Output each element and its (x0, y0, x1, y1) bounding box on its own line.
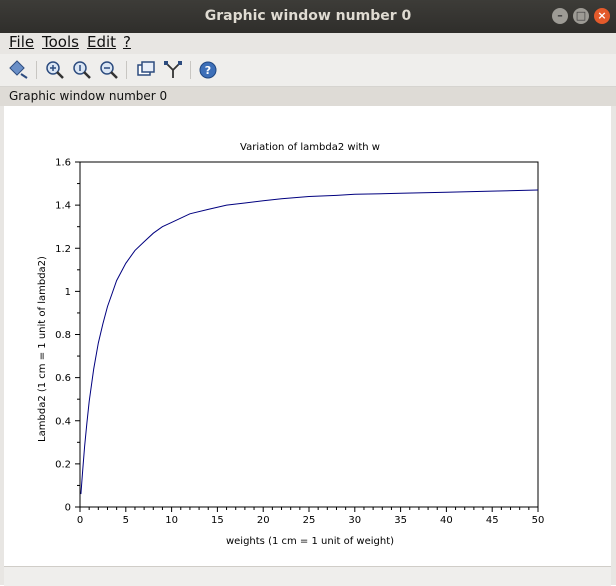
info-text: Graphic window number 0 (9, 89, 168, 103)
menu-file[interactable]: File (9, 33, 35, 51)
help-icon[interactable]: ? (197, 59, 219, 81)
toolbar-separator (36, 61, 37, 79)
edit-axes-icon[interactable] (162, 59, 184, 81)
menu-help[interactable]: ? (123, 33, 131, 51)
y-tick-label: 0.6 (55, 373, 71, 384)
toolbar-separator (190, 61, 191, 79)
y-tick-label: 1.2 (55, 244, 71, 255)
y-tick-label: 1.6 (55, 158, 71, 169)
y-tick-label: 0.4 (55, 416, 71, 427)
x-tick-label: 35 (394, 515, 407, 526)
series-line (80, 189, 539, 495)
title-bar: Graphic window number 0 – □ × (0, 0, 616, 33)
x-tick-label: 10 (165, 515, 178, 526)
menu-bar: File Tools Edit ? (0, 33, 616, 54)
window-frame-right (611, 106, 616, 585)
zoom-in-icon[interactable] (44, 59, 66, 81)
x-tick-label: 15 (211, 515, 224, 526)
y-tick-label: 1 (65, 287, 71, 298)
zoom-original-icon[interactable] (71, 59, 93, 81)
x-tick-label: 50 (532, 515, 545, 526)
y-tick-label: 0 (65, 503, 71, 514)
x-tick-label: 45 (486, 515, 499, 526)
x-tick-label: 5 (123, 515, 129, 526)
graphic-canvas[interactable]: Variation of lambda2 with w 0 5 10 15 20 25 30… (4, 106, 611, 563)
zoom-out-icon[interactable] (98, 59, 120, 81)
status-bar (4, 566, 611, 586)
y-axis-label: Lambda2 (1 cm = 1 unit of lambda2) (37, 256, 48, 442)
menu-tools[interactable]: Tools (42, 33, 79, 51)
toolbar: ? (0, 54, 616, 87)
plot-frame (79, 161, 539, 508)
info-bar: Graphic window number 0 (0, 87, 616, 106)
minimize-button[interactable]: – (552, 8, 568, 24)
toolbar-separator (126, 61, 127, 79)
x-tick-label: 0 (77, 515, 83, 526)
window-frame-left (0, 106, 4, 585)
x-tick-label: 30 (348, 515, 361, 526)
close-button[interactable]: × (594, 8, 610, 24)
rotate-icon[interactable] (8, 59, 30, 81)
window-title: Graphic window number 0 (204, 8, 412, 24)
plot-svg: Variation of lambda2 with w 0 5 10 15 20 25 30… (37, 142, 544, 547)
y-tick-label: 1.4 (55, 201, 71, 212)
x-tick-label: 20 (257, 515, 270, 526)
menu-edit[interactable]: Edit (87, 33, 117, 51)
svg-text:?: ? (205, 64, 211, 77)
chart-title: Variation of lambda2 with w (240, 142, 380, 153)
maximize-button[interactable]: □ (573, 8, 589, 24)
x-tick-label: 25 (303, 515, 316, 526)
x-axis-label: weights (1 cm = 1 unit of weight) (226, 536, 394, 547)
y-tick-label: 0.8 (55, 330, 71, 341)
x-tick-label: 40 (440, 515, 453, 526)
y-tick-label: 0.2 (55, 459, 71, 470)
axes-group: 0 5 10 15 20 25 30 35 40 45 50 0 0.2 0.4 0.6 0.8 1 1.2 1.4… (55, 158, 544, 527)
datatip-icon[interactable] (135, 59, 157, 81)
